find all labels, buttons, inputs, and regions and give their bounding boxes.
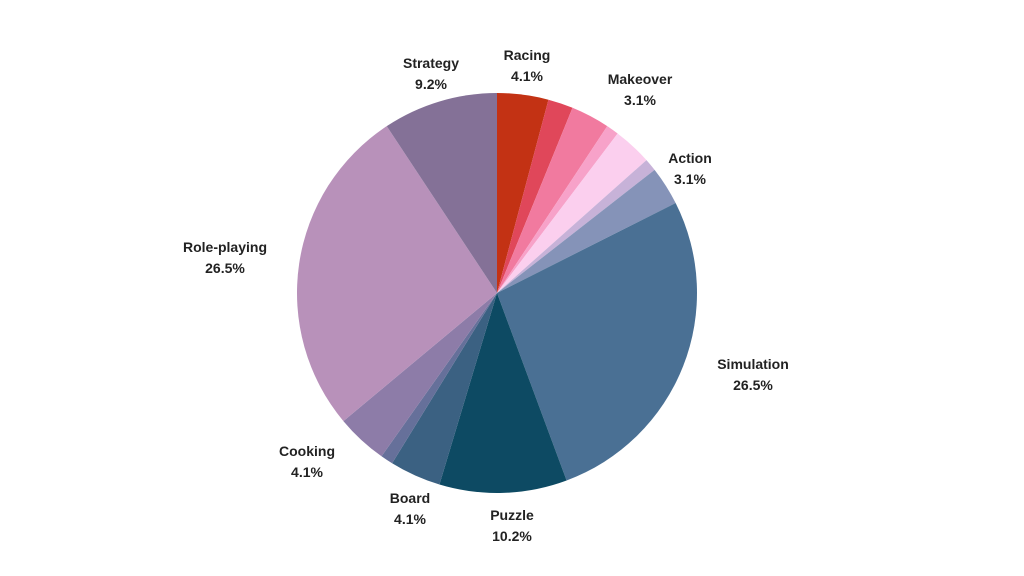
pie-slice-role-playing [296,126,497,422]
pie-slice-cooking [343,293,497,457]
slice-percent-racing: 4.1% [511,68,543,84]
pie-slice-unlabeled-4 [497,133,647,293]
slice-percent-role-playing: 26.5% [205,260,245,276]
slice-label-puzzle: Puzzle [490,507,534,523]
slice-percent-puzzle: 10.2% [492,528,532,544]
pie-slice-simulation [497,203,697,481]
pie-slice-makeover [497,107,608,293]
slice-percent-strategy: 9.2% [415,76,447,92]
pie-slice-unlabeled-1 [497,99,573,293]
pie-slice-action [497,169,676,293]
slice-percent-simulation: 26.5% [733,377,773,393]
pie-slice-unlabeled-5 [497,160,655,293]
pie-labels: Racing 4.1% Makeover 3.1% Action 3.1% Simulati… [183,47,789,544]
pie-slice-racing [497,93,549,293]
slice-label-cooking: Cooking [279,443,335,459]
slice-label-makeover: Makeover [608,71,673,87]
slice-label-strategy: Strategy [403,55,459,71]
slice-percent-board: 4.1% [394,511,426,527]
slice-percent-makeover: 3.1% [624,92,656,108]
pie-slices [296,93,697,494]
slice-percent-action: 3.1% [674,171,706,187]
pie-slice-unlabeled-3 [497,126,618,293]
slice-percent-cooking: 4.1% [291,464,323,480]
pie-slice-puzzle [439,293,567,494]
slice-label-board: Board [390,490,430,506]
pie-slice-strategy [386,93,497,293]
slice-label-role-playing: Role-playing [183,239,267,255]
slice-label-simulation: Simulation [717,356,789,372]
pie-slice-board [392,293,497,485]
slice-label-action: Action [668,150,712,166]
pie-slice-unlabeled-10 [381,293,497,464]
slice-label-racing: Racing [504,47,551,63]
